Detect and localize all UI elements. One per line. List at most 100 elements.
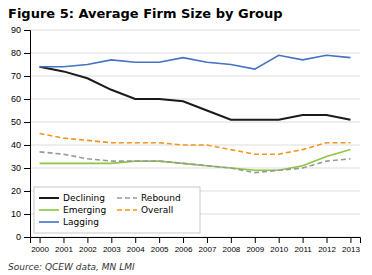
- x-tick-label: 2004: [127, 245, 145, 254]
- x-tick-mark: [63, 237, 64, 243]
- x-tick-label: 2012: [318, 245, 336, 254]
- legend-label: Declining: [63, 193, 105, 203]
- legend-swatch: [39, 197, 59, 199]
- x-tick-label: 2006: [175, 245, 193, 254]
- x-tick: 2003: [103, 237, 121, 254]
- x-tick: 2010: [270, 237, 288, 254]
- y-tick: 80: [11, 48, 30, 58]
- y-tick-mark: [24, 191, 30, 192]
- y-tick: 90: [11, 25, 30, 35]
- x-tick-label: 2013: [342, 245, 360, 254]
- x-tick-label: 2000: [31, 245, 49, 254]
- legend-frame: [34, 187, 200, 233]
- x-axis-line: [31, 238, 361, 244]
- y-tick-mark: [24, 168, 30, 169]
- y-tick-label: 50: [11, 117, 21, 127]
- line: [40, 152, 351, 173]
- x-tick-mark: [183, 237, 184, 243]
- x-tick-label: 2001: [55, 245, 73, 254]
- x-tick: 2002: [79, 237, 97, 254]
- legend: Declining Emerging Lagging Rebound Overall: [34, 187, 200, 233]
- x-tick-mark: [350, 237, 351, 243]
- y-tick-label: 0: [16, 232, 21, 242]
- legend-item: Overall: [117, 205, 173, 215]
- y-tick: 10: [11, 209, 30, 219]
- x-tick-label: 2011: [295, 245, 313, 254]
- x-tick-mark: [231, 237, 232, 243]
- x-tick-label: 2005: [151, 245, 169, 254]
- x-tick-mark: [159, 237, 160, 243]
- x-tick-mark: [279, 237, 280, 243]
- y-tick-label: 70: [11, 71, 21, 81]
- x-tick: 2009: [246, 237, 264, 254]
- y-tick-mark: [24, 122, 30, 123]
- y-tick: 40: [11, 140, 30, 150]
- y-tick-label: 80: [11, 48, 21, 58]
- x-tick: 2005: [151, 237, 169, 254]
- legend-label: Lagging: [63, 217, 99, 227]
- line: [40, 134, 351, 155]
- legend-item: Declining: [39, 193, 105, 203]
- title: Figure 5: Average Firm Size by Group: [8, 6, 283, 21]
- y-tick-mark: [24, 145, 30, 146]
- x-tick-mark: [303, 237, 304, 243]
- grid-line: [30, 30, 360, 31]
- y-tick-mark: [24, 237, 30, 238]
- annotation: Source: QCEW data, MN LMI: [8, 262, 135, 272]
- grid: [30, 30, 360, 237]
- y-tick-label: 90: [11, 25, 21, 35]
- y-tick-mark: [24, 30, 30, 31]
- y-tick: 0: [16, 232, 30, 242]
- grid-line: [30, 168, 360, 169]
- y-axis: 0 10 20 30 40 50 60 70 80 90: [11, 25, 31, 242]
- y-tick-mark: [24, 99, 30, 100]
- x-tick-label: 2010: [270, 245, 288, 254]
- y-tick: 30: [11, 163, 30, 173]
- x-tick-mark: [327, 237, 328, 243]
- y-tick: 60: [11, 94, 30, 104]
- legend-swatch: [117, 197, 137, 199]
- grid-line: [30, 122, 360, 123]
- x-tick: 2004: [127, 237, 145, 254]
- line: [40, 55, 351, 69]
- x-tick-label: 2002: [79, 245, 97, 254]
- y-tick-mark: [24, 76, 30, 77]
- x-tick-mark: [111, 237, 112, 243]
- legend-swatch: [39, 221, 59, 223]
- y-tick-label: 60: [11, 94, 21, 104]
- x-tick-label: 2009: [246, 245, 264, 254]
- y-tick-mark: [24, 53, 30, 54]
- x-tick-label: 2008: [222, 245, 240, 254]
- x-tick: 2011: [295, 237, 313, 254]
- y-tick: 50: [11, 117, 30, 127]
- x-tick-mark: [255, 237, 256, 243]
- legend-label: Overall: [141, 205, 173, 215]
- legend-label: Rebound: [141, 193, 181, 203]
- plot: 2000200120022003200420052006200720082009…: [11, 25, 361, 253]
- lines: [40, 55, 351, 172]
- legend-item: Lagging: [39, 217, 99, 227]
- legend-swatch: [39, 209, 59, 211]
- y-tick-mark: [24, 214, 30, 215]
- y-axis-line: [24, 31, 31, 238]
- x-tick-mark: [40, 237, 41, 243]
- x-tick: 2000: [31, 237, 49, 254]
- y-tick: 20: [11, 186, 30, 196]
- grid-line: [30, 53, 360, 54]
- grid-line: [30, 99, 360, 100]
- legend-item: Rebound: [117, 193, 181, 203]
- y-tick-label: 40: [11, 140, 21, 150]
- line: [40, 67, 351, 120]
- legend-item: Emerging: [39, 205, 106, 215]
- legend-swatch: [117, 209, 137, 211]
- x-tick: 2006: [175, 237, 193, 254]
- y-tick-label: 20: [11, 186, 21, 196]
- x-tick: 2013: [342, 237, 360, 254]
- x-axis: 2000 2001 2002 2003 2004 2005 2006 2007 2008 2009…: [31, 237, 361, 254]
- x-tick: 2008: [222, 237, 240, 254]
- x-tick-mark: [87, 237, 88, 243]
- y-tick: 70: [11, 71, 30, 81]
- x-tick: 2001: [55, 237, 73, 254]
- x-tick-label: 2007: [199, 245, 217, 254]
- x-tick-mark: [135, 237, 136, 243]
